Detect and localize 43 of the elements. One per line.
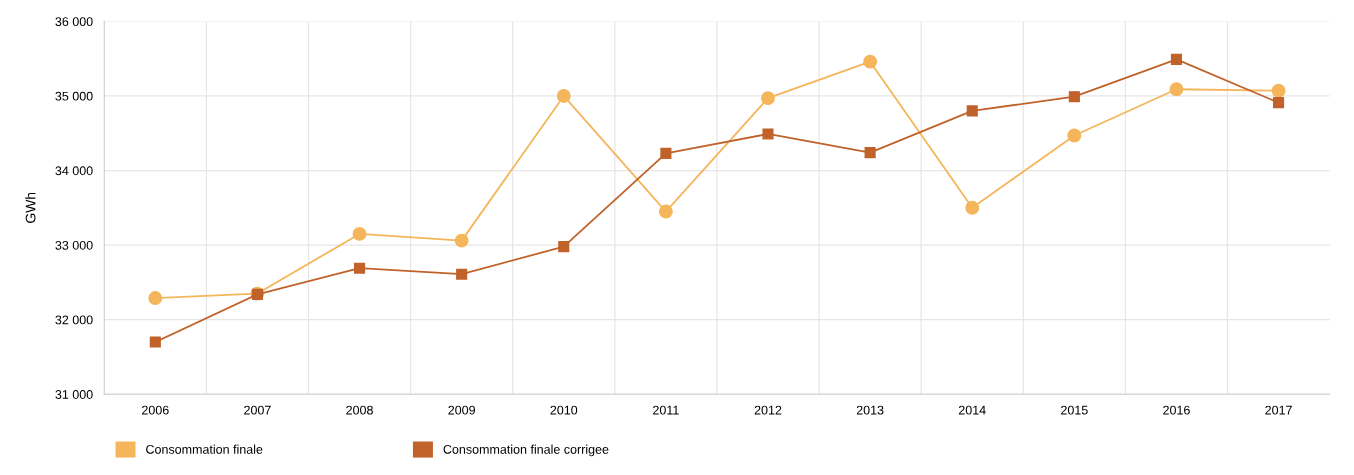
point [1169,82,1184,97]
x-tick-label: 2011 [653,405,679,415]
point [149,336,161,348]
point [353,262,366,274]
point [456,268,468,280]
point [966,105,978,117]
point [454,233,469,248]
point [556,89,571,103]
point [965,200,980,215]
x-tick-label: 2017 [1265,405,1292,415]
point [1067,128,1082,143]
point [864,147,876,159]
x-tick-label: 2014 [958,405,986,415]
legend-label: Consommation finale [146,444,263,454]
y-tick-label: 35 000 [55,91,93,101]
x-tick-label: 2012 [754,405,782,415]
y-tick-label: 33 000 [55,240,93,250]
y-tick-label: 31 000 [55,390,93,399]
point [761,91,775,106]
x-tick-label: 2009 [448,405,475,415]
point [1170,53,1183,65]
x-tick-label: 2006 [142,405,169,415]
point [1068,91,1080,103]
legend-label: Consommation finale corrigee [443,444,609,457]
y-tick-label: 36 000 [55,17,93,27]
x-tick-label: 2010 [550,405,578,415]
point [658,204,673,219]
point [863,54,878,69]
x-tick-label: 2008 [346,405,373,415]
point [762,128,774,140]
point [1271,83,1286,98]
y-axis-title: GWh [25,192,36,223]
x-tick-label: 2007 [244,405,271,415]
x-tick-label: 2015 [1061,405,1088,415]
y-tick-label: 34 000 [55,166,93,176]
y-tick-label: 32 000 [55,315,93,325]
x-tick-label: 2016 [1163,405,1190,415]
point [558,241,570,253]
point [352,226,367,241]
point [1273,97,1285,109]
point [148,291,163,305]
point [660,147,672,159]
x-tick-label: 2013 [856,405,884,415]
